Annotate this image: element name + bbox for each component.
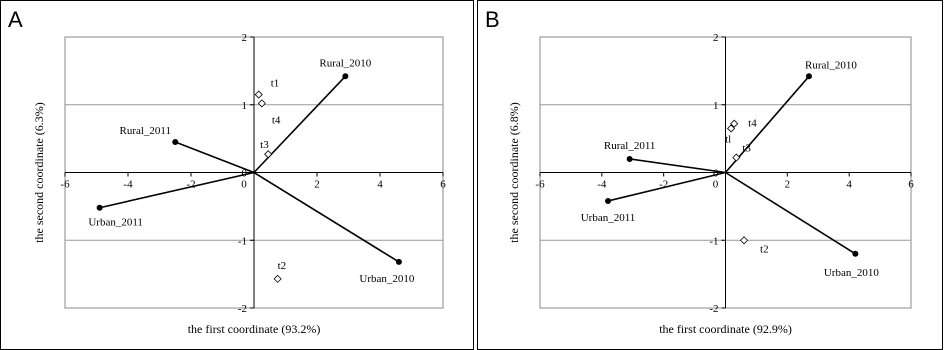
y-tick-label: 1 — [713, 100, 719, 112]
point-label: t2 — [760, 243, 769, 255]
x-tick-label: -6 — [535, 179, 545, 191]
diamond-point — [732, 153, 741, 162]
y-tick-label: -1 — [709, 235, 718, 247]
panel-b: B -6 -4 -2 0 2 4 6 2 1 -1 -2 0 Rural_2010 Rural_2011 Ur… — [477, 0, 943, 350]
vector-point — [96, 204, 103, 211]
vector-line — [724, 75, 810, 174]
diamond-point — [730, 119, 739, 128]
diamond-point — [273, 274, 282, 283]
point-label: tl — [725, 133, 731, 145]
x-tick-label: 6 — [908, 179, 914, 191]
vector-point — [626, 155, 633, 162]
vector-point — [852, 250, 859, 257]
y-tick-label: -2 — [238, 303, 247, 315]
point-label: t1 — [271, 78, 280, 90]
y-tick-label: 0 — [713, 168, 719, 180]
y-axis-title: the second coordinate (6.8%) — [507, 102, 521, 243]
panel-letter: B — [485, 7, 500, 32]
vector-point — [805, 73, 812, 80]
x-tick-label: 0 — [241, 179, 247, 191]
vector-label: Urban_2010 — [359, 273, 414, 285]
x-tick-label: 2 — [785, 179, 791, 191]
x-axis-title: the first coordinate (92.9%) — [659, 322, 792, 336]
diamond-point — [257, 99, 266, 108]
vector-label: Rural_2011 — [119, 125, 171, 137]
x-tick-label: -6 — [60, 179, 70, 191]
vector-point — [605, 197, 612, 204]
x-tick-label: -4 — [597, 179, 607, 191]
vector-line — [725, 171, 856, 255]
panel-a: A -6 -4 -2 0 2 4 6 2 1 -1 -2 0 Rural_2010 Rural_2011 Ur… — [0, 0, 474, 350]
diamond-point — [264, 150, 273, 159]
y-tick-label: 2 — [713, 32, 719, 44]
x-tick-label: -2 — [659, 179, 668, 191]
diamond-point — [739, 236, 749, 245]
vector-line — [629, 158, 726, 174]
x-tick-label: -4 — [123, 179, 133, 191]
vector-label: Urban_2010 — [824, 267, 879, 279]
point-label: t3 — [742, 143, 751, 155]
y-tick-label: -1 — [238, 235, 247, 247]
panel-letter: A — [8, 7, 23, 32]
vector-label: Urban_2011 — [88, 217, 143, 229]
panel-frame — [477, 0, 943, 350]
vector-line — [607, 171, 726, 202]
point-label: t3 — [260, 139, 269, 151]
vector-point — [342, 73, 349, 80]
x-tick-label: 4 — [377, 179, 383, 191]
y-tick-label: 0 — [242, 168, 248, 180]
x-axis-title: the first coordinate (93.2%) — [188, 322, 321, 336]
vector-label: Rural_2010 — [805, 59, 857, 71]
x-tick-label: -2 — [186, 179, 195, 191]
vector-line — [253, 75, 346, 174]
vector-label: Rural_2011 — [604, 140, 656, 152]
panel-frame — [0, 0, 474, 350]
point-label: t2 — [278, 260, 287, 272]
point-label: t4 — [272, 114, 281, 126]
diamond-point — [254, 90, 263, 99]
vector-label: Urban_2011 — [581, 212, 636, 224]
vector-line — [174, 141, 255, 174]
vector-line — [253, 171, 400, 263]
x-tick-label: 0 — [713, 179, 719, 191]
x-tick-label: 6 — [440, 179, 446, 191]
vector-label: Rural_2010 — [319, 57, 371, 69]
y-tick-label: 1 — [242, 100, 248, 112]
point-label: t4 — [748, 118, 757, 130]
y-axis-title: the second coordinate (6.3%) — [32, 102, 46, 243]
vector-line — [99, 171, 255, 209]
vector-point — [172, 139, 179, 146]
x-tick-label: 4 — [846, 179, 852, 191]
x-tick-label: 2 — [314, 179, 320, 191]
vector-point — [395, 258, 402, 265]
y-tick-label: -2 — [709, 303, 718, 315]
diamond-point — [726, 124, 736, 133]
y-tick-label: 2 — [242, 32, 248, 44]
